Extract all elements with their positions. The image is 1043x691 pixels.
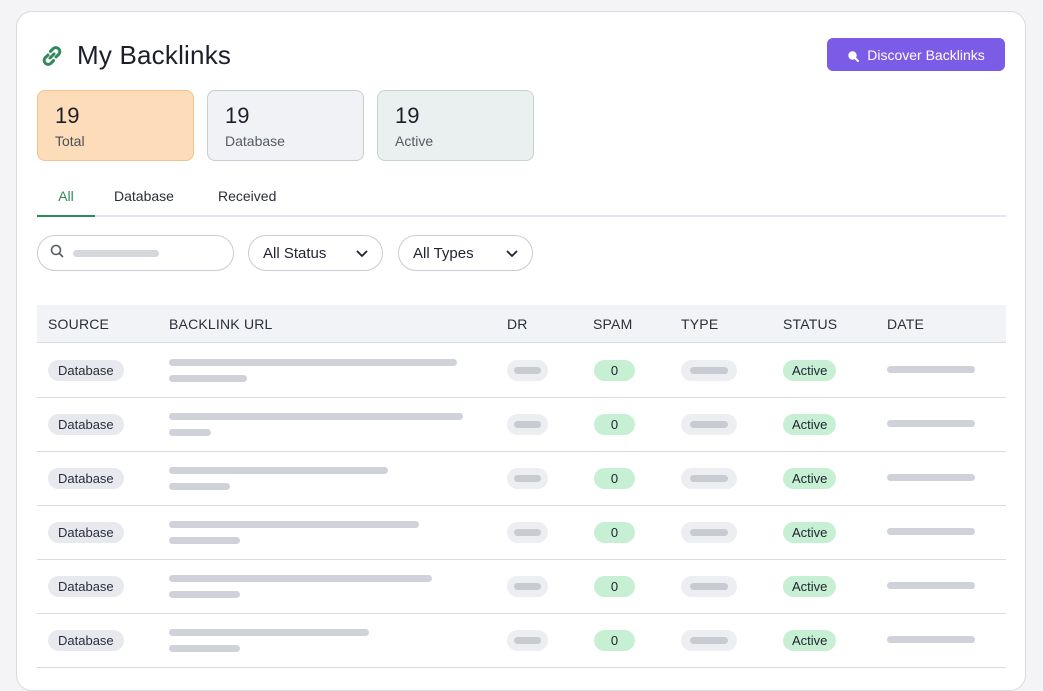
backlink-url-skeleton [169, 521, 419, 528]
backlinks-card: My Backlinks Discover Backlinks 19 Total… [16, 11, 1026, 691]
search-icon [847, 49, 860, 62]
stat-label: Active [395, 133, 434, 149]
backlink-url-skeleton [169, 429, 211, 436]
status-badge: Active [783, 360, 837, 381]
stat-value: 19 [395, 103, 420, 128]
stat-active: 19 Active [377, 90, 534, 161]
type-filter-select[interactable]: All Types [398, 235, 533, 271]
page-header: My Backlinks [37, 40, 231, 71]
stat-database: 19 Database [207, 90, 364, 161]
spam-badge: 0 [594, 360, 635, 381]
column-header-spam[interactable]: SPAM [593, 316, 633, 332]
dr-skeleton [507, 630, 548, 651]
column-header-status[interactable]: STATUS [783, 316, 838, 332]
source-badge: Database [48, 576, 124, 597]
type-skeleton [681, 414, 737, 435]
backlink-url-skeleton [169, 359, 457, 366]
backlink-url-skeleton [169, 483, 230, 490]
source-badge: Database [48, 360, 124, 381]
status-filter-value: All Status [263, 244, 327, 262]
column-header-dr[interactable]: DR [507, 316, 528, 332]
stat-value: 19 [225, 103, 250, 128]
spam-badge: 0 [594, 630, 635, 651]
tab-bar: All Database Received [37, 180, 1006, 217]
type-skeleton [681, 630, 737, 651]
backlink-url-skeleton [169, 645, 240, 652]
column-header-backlink-url[interactable]: BACKLINK URL [169, 316, 273, 332]
status-badge: Active [783, 630, 837, 651]
type-filter-value: All Types [413, 244, 474, 262]
table-row[interactable]: Database 0 Active [37, 560, 1006, 614]
chevron-down-icon [356, 245, 368, 262]
date-skeleton [887, 636, 975, 643]
search-icon [50, 244, 64, 263]
page-title: My Backlinks [77, 40, 232, 70]
column-header-type[interactable]: TYPE [681, 316, 719, 332]
table-row[interactable]: Database 0 Active [37, 614, 1006, 668]
backlink-url-skeleton [169, 413, 463, 420]
table-row[interactable]: Database 0 Active [37, 506, 1006, 560]
dr-skeleton [507, 360, 548, 381]
dr-skeleton [507, 414, 548, 435]
source-badge: Database [48, 414, 124, 435]
spam-badge: 0 [594, 576, 635, 597]
date-skeleton [887, 528, 975, 535]
status-badge: Active [783, 468, 837, 489]
tab-received[interactable]: Received [218, 188, 277, 204]
table-row[interactable]: Database 0 Active [37, 344, 1006, 398]
stat-total: 19 Total [37, 90, 194, 161]
date-skeleton [887, 420, 975, 427]
table-row[interactable]: Database 0 Active [37, 398, 1006, 452]
backlink-url-skeleton [169, 537, 240, 544]
chevron-down-icon [506, 245, 518, 262]
type-skeleton [681, 468, 737, 489]
source-badge: Database [48, 630, 124, 651]
spam-badge: 0 [594, 414, 635, 435]
backlink-url-skeleton [169, 591, 240, 598]
source-badge: Database [48, 468, 124, 489]
backlink-url-skeleton [169, 629, 369, 636]
stat-label: Total [55, 133, 85, 149]
status-filter-select[interactable]: All Status [248, 235, 383, 271]
backlink-url-skeleton [169, 375, 247, 382]
tab-all[interactable]: All [37, 188, 95, 217]
dr-skeleton [507, 576, 548, 597]
backlink-url-skeleton [169, 467, 388, 474]
type-skeleton [681, 360, 737, 381]
status-badge: Active [783, 522, 837, 543]
table-header: SOURCE BACKLINK URL DR SPAM TYPE STATUS … [37, 305, 1006, 343]
column-header-source[interactable]: SOURCE [48, 316, 110, 332]
source-badge: Database [48, 522, 124, 543]
stats-row: 19 Total 19 Database 19 Active [37, 90, 534, 161]
discover-backlinks-button[interactable]: Discover Backlinks [827, 38, 1005, 71]
dr-skeleton [507, 468, 548, 489]
tab-database[interactable]: Database [114, 188, 174, 204]
spam-badge: 0 [594, 522, 635, 543]
table-row[interactable]: Database 0 Active [37, 452, 1006, 506]
dr-skeleton [507, 522, 548, 543]
discover-backlinks-label: Discover Backlinks [867, 46, 985, 63]
type-skeleton [681, 522, 737, 543]
search-placeholder-skeleton [73, 249, 159, 257]
stat-value: 19 [55, 103, 80, 128]
date-skeleton [887, 366, 975, 373]
backlink-url-skeleton [169, 575, 432, 582]
date-skeleton [887, 474, 975, 481]
type-skeleton [681, 576, 737, 597]
search-input[interactable] [37, 235, 234, 271]
column-header-date[interactable]: DATE [887, 316, 925, 332]
link-icon [37, 41, 67, 71]
date-skeleton [887, 582, 975, 589]
status-badge: Active [783, 414, 837, 435]
stat-label: Database [225, 133, 285, 149]
status-badge: Active [783, 576, 837, 597]
spam-badge: 0 [594, 468, 635, 489]
